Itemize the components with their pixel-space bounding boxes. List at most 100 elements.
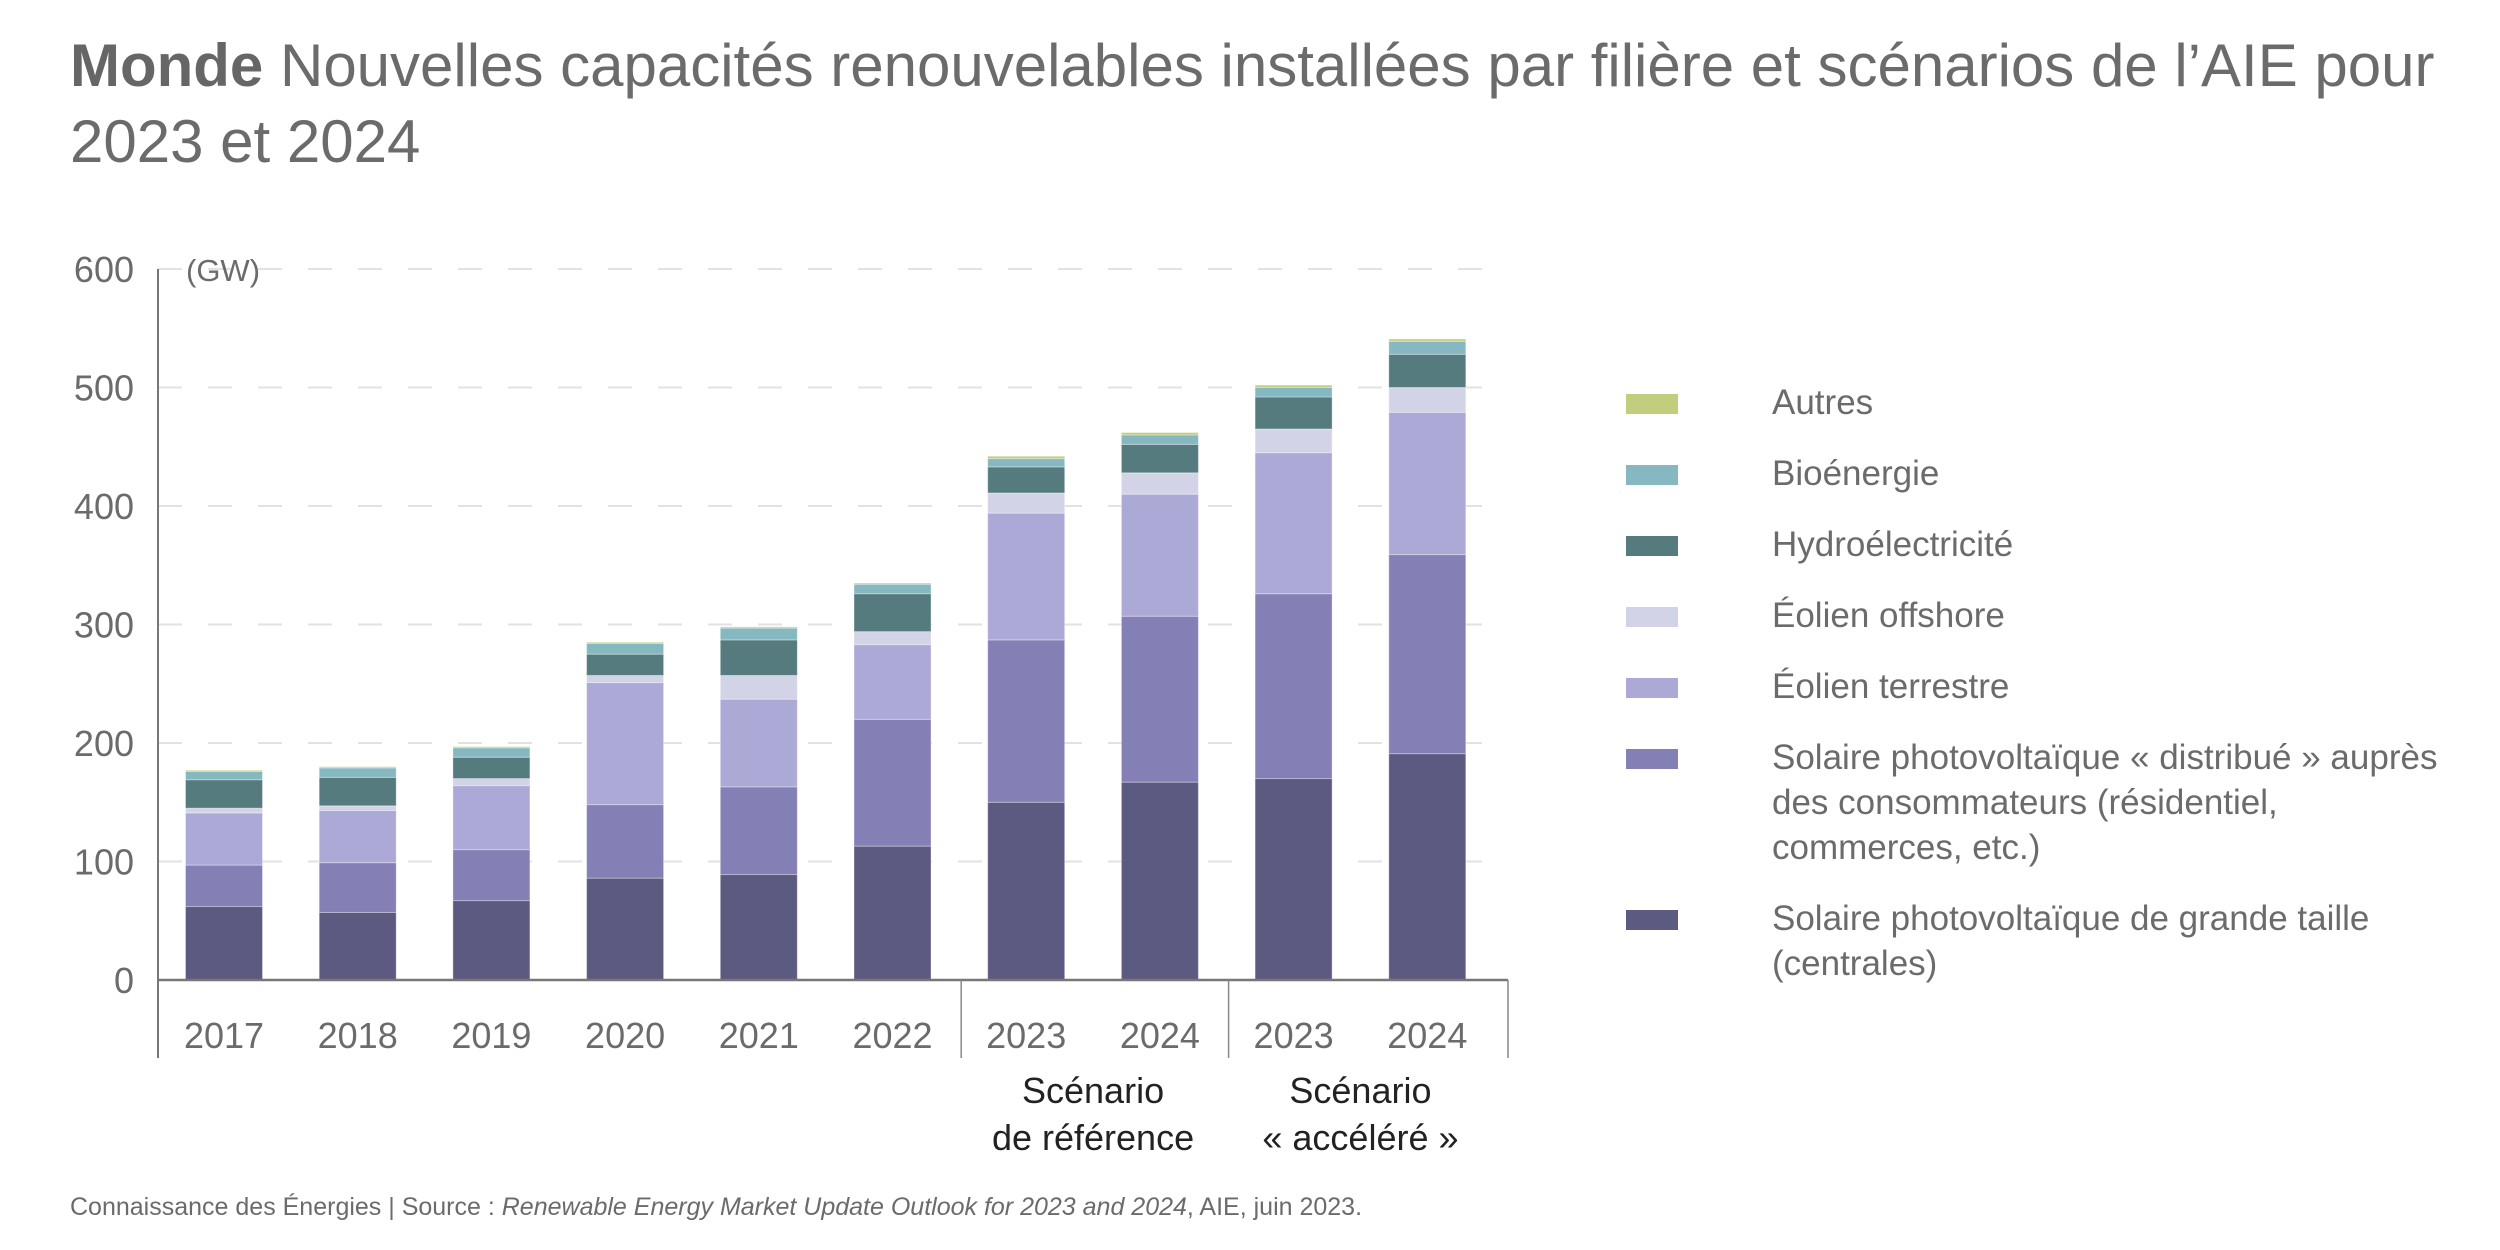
legend-swatch [1626,678,1678,698]
bar-segment [452,747,531,758]
legend-item-solaire-grande-taille: Solaire photovoltaïque de grande taille … [1626,896,2486,986]
x-tick-label: 2017 [184,1015,264,1056]
y-tick-label: 300 [74,605,134,646]
bar-segment [1254,778,1333,981]
bar-segment [318,862,397,913]
bar-segment [1120,781,1199,981]
bar-segment [586,877,665,981]
bar-segment [1388,353,1467,389]
legend-item-bioenergie: Bioénergie [1626,451,2486,496]
bar-segment [185,779,263,809]
bar-segment [719,627,798,641]
x-tick-label: 2020 [585,1015,665,1056]
legend: Autres Bioénergie Hydroélectricité Éolie… [1626,380,2486,1012]
bar-segment [586,641,665,644]
legend-swatch [1626,749,1678,769]
bar-segment [1388,554,1467,755]
legend-item-hydro: Hydroélectricité [1626,522,2486,567]
bar-segment [987,466,1066,494]
bar-segment [719,674,798,700]
bar-segment [185,770,263,781]
title-bold: Monde [70,32,264,99]
bar-segment [987,455,1066,460]
bar-segment [853,583,932,595]
bar-segment [318,776,397,807]
bar-segment [586,804,665,879]
bar-segment [318,805,397,812]
legend-swatch [1626,536,1678,556]
bar-segment [318,911,397,981]
bar-segment [1254,387,1333,398]
x-tick-label: 2023 [1254,1015,1334,1056]
bar-segment [1254,452,1333,595]
bar-segment [987,639,1066,803]
bar-segment [987,492,1066,514]
scenario-group-label: Scénario [1022,1070,1164,1111]
bar-segment [586,682,665,806]
bar-segment [1120,472,1199,495]
legend-item-autres: Autres [1626,380,2486,425]
title-text: Nouvelles capacités renouvelables instal… [70,32,2435,175]
bar-segment [853,644,932,720]
bar-segment [586,642,665,655]
stacked-bar-chart: 0 100 200 300 400 500 600 (GW) 2017 2018 2019 2020 2… [74,249,1509,1158]
bar-segment [719,786,798,876]
legend-label: Autres [1772,383,1874,422]
scenario-group-label: de référence [992,1117,1194,1158]
y-tick-label: 400 [74,486,134,527]
bar-segment [452,746,531,749]
bar-segment [185,769,263,772]
legend-item-eolien-offshore: Éolien offshore [1626,593,2486,638]
footer-report-title: Renewable Energy Market Update Outlook f… [501,1193,1187,1221]
bar-segment [318,810,397,864]
bar-segment [185,864,263,908]
bar-segment [719,874,798,981]
x-tick-label: 2024 [1120,1015,1200,1056]
bar-segment [853,593,932,633]
bar-segment [719,639,798,676]
legend-label: Éolien offshore [1772,596,2005,635]
bar-segment [853,631,932,646]
bar-segment [1120,615,1199,783]
bar-segment [719,626,798,629]
bar-segment [1120,443,1199,474]
bar-segment [318,766,397,769]
x-tick-label: 2024 [1387,1015,1467,1056]
y-tick-label: 200 [74,723,134,764]
legend-label: Hydroélectricité [1772,525,2014,564]
x-tick-label: 2021 [719,1015,799,1056]
legend-label: Bioénergie [1772,454,1940,493]
y-tick-label: 0 [114,960,134,1001]
legend-label: Éolien terrestre [1772,667,2010,706]
y-axis-unit-label: (GW) [186,253,260,288]
bar-segment [719,698,798,788]
bar-segment [452,849,531,902]
bar-segment [1254,384,1333,389]
bar-segment [987,512,1066,641]
bar-segment [853,582,932,585]
bar-segment [1254,593,1333,780]
source-footer: Connaissance des Énergies | Source : Ren… [70,1193,1362,1222]
bar-segment [185,812,263,866]
bar-segment [853,845,932,981]
bar-segment [1120,493,1199,617]
chart-title: Monde Nouvelles capacités renouvelables … [70,28,2470,180]
legend-swatch [1626,394,1678,414]
legend-item-solaire-distribue: Solaire photovoltaïque « distribué » aup… [1626,735,2486,870]
bar-segment [452,756,531,780]
x-tick-label: 2018 [318,1015,398,1056]
footer-prefix: Connaissance des Énergies | Source : [70,1193,502,1221]
legend-label: Solaire photovoltaïque « distribué » aup… [1772,738,2438,867]
legend-swatch [1626,465,1678,485]
y-tick-label: 600 [74,249,134,290]
bar-segment [185,807,263,814]
bar-segment [987,801,1066,981]
scenario-group-label: Scénario [1289,1070,1431,1111]
bar-segment [987,458,1066,468]
legend-swatch [1626,607,1678,627]
bar-segment [452,900,531,981]
bar-segment [1254,396,1333,430]
bar-segment [1254,428,1333,454]
scenario-group-label: « accéléré » [1262,1117,1458,1158]
x-tick-label: 2023 [986,1015,1066,1056]
